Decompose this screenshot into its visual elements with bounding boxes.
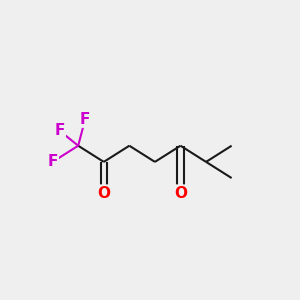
Text: F: F bbox=[47, 154, 58, 169]
Text: F: F bbox=[54, 123, 65, 138]
Text: O: O bbox=[174, 186, 187, 201]
Text: F: F bbox=[80, 112, 90, 127]
Text: O: O bbox=[97, 186, 110, 201]
